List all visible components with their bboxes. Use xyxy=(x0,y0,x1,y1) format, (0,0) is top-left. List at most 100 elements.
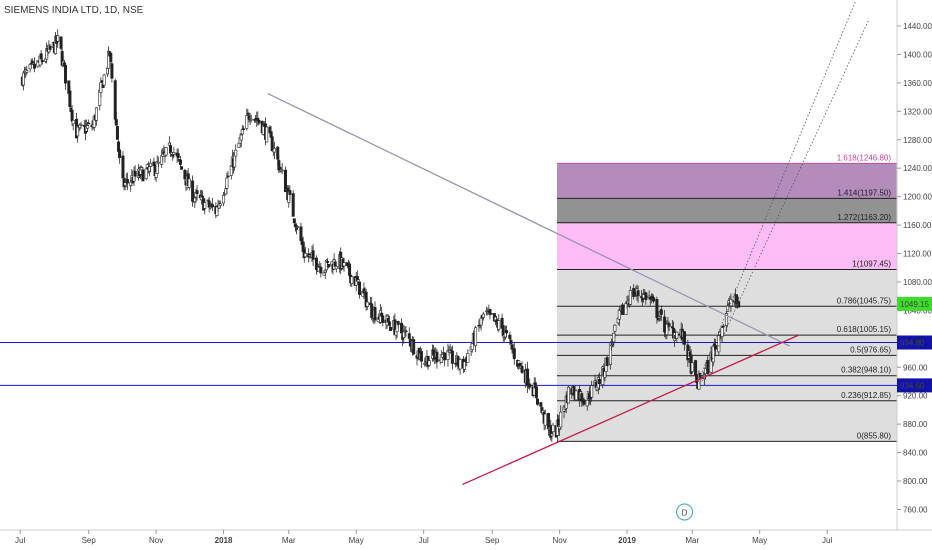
candle-body xyxy=(720,327,724,338)
candle-body xyxy=(396,321,400,325)
y-tick-label: 840.00 xyxy=(903,449,928,458)
fib-zone xyxy=(557,198,897,223)
candle-body xyxy=(68,90,72,108)
candle-body xyxy=(311,250,315,260)
x-tick-label: Nov xyxy=(552,536,566,545)
y-tick-label: 1200.00 xyxy=(903,193,932,202)
candle-body xyxy=(559,411,563,428)
candle-body xyxy=(550,433,554,437)
fib-zone xyxy=(557,335,897,356)
candle-body xyxy=(497,320,501,330)
candle-body xyxy=(86,125,90,129)
y-tick-label: 760.00 xyxy=(903,505,928,514)
fib-level-label: 0.786(1045.75) xyxy=(837,296,892,305)
candle-body xyxy=(726,305,730,312)
candle-body xyxy=(709,352,713,373)
fib-level-label: 0.236(912.85) xyxy=(841,391,891,400)
candle-body xyxy=(109,53,113,62)
candle-body xyxy=(655,299,659,318)
candle-body xyxy=(208,206,212,209)
x-tick-label: Jul xyxy=(419,536,429,545)
candle-body xyxy=(400,322,404,334)
x-tick-label: 2018 xyxy=(215,536,233,545)
candle-body xyxy=(508,334,512,340)
y-tick-label: 1040.00 xyxy=(903,306,932,315)
candle-body xyxy=(183,169,187,180)
dividend-marker-icon[interactable] xyxy=(676,503,694,521)
x-tick-label: Jul xyxy=(822,536,832,545)
candle-body xyxy=(667,323,671,327)
candle-body xyxy=(288,190,292,195)
candle-body xyxy=(388,326,392,331)
x-tick-label: Mar xyxy=(282,536,296,545)
x-tick-label: 2019 xyxy=(618,536,636,545)
candle-body xyxy=(180,166,184,170)
candle-body xyxy=(314,257,318,270)
uptrend-trendline[interactable] xyxy=(462,334,799,486)
candle-body xyxy=(407,333,411,339)
candle-body xyxy=(144,168,148,180)
fib-level-label: 0.618(1005.15) xyxy=(837,325,892,334)
y-tick-label: 960.00 xyxy=(903,363,928,372)
candle-body xyxy=(419,351,423,362)
candle-body xyxy=(412,339,416,355)
candle-body xyxy=(319,266,323,274)
candle-body xyxy=(102,74,106,86)
candle-body xyxy=(33,63,37,69)
candle-body xyxy=(56,35,60,42)
candle-body xyxy=(149,162,153,167)
candle-body xyxy=(551,424,555,433)
fib-zone xyxy=(557,400,897,442)
y-tick-label: 1240.00 xyxy=(903,164,932,173)
fib-zone xyxy=(557,355,897,376)
fib-zone xyxy=(557,269,897,307)
candle-body xyxy=(683,331,687,345)
candle-body xyxy=(63,64,67,84)
candle-body xyxy=(729,298,733,307)
candle-body xyxy=(257,119,261,124)
candle-body xyxy=(543,413,547,426)
candle-body xyxy=(613,324,617,332)
x-tick-label: May xyxy=(752,536,767,545)
y-tick-label: 1120.00 xyxy=(903,250,932,259)
candle-body xyxy=(121,155,125,179)
fib-zone xyxy=(557,163,897,199)
chart-title: SIEMENS INDIA LTD, 1D, NSE xyxy=(4,5,144,16)
candle-body xyxy=(118,149,122,159)
candle-body xyxy=(585,400,589,407)
candle-body xyxy=(327,263,331,268)
candle-body xyxy=(350,276,354,284)
channel-line[interactable] xyxy=(701,18,870,382)
candle-body xyxy=(25,70,29,73)
candle-body xyxy=(133,171,137,177)
candle-body xyxy=(373,307,377,321)
candle-body xyxy=(427,360,431,366)
candle-body xyxy=(690,362,694,372)
downtrend-trendline[interactable] xyxy=(267,92,790,347)
candle-body xyxy=(245,115,249,129)
candle-body xyxy=(721,325,725,328)
candle-body xyxy=(195,190,199,195)
price-flag-label: 934.50 xyxy=(900,381,925,390)
fib-level-label: 0(855.80) xyxy=(857,431,892,440)
candle-body xyxy=(628,290,632,305)
candle-body xyxy=(187,178,191,188)
candle-body xyxy=(156,161,160,164)
candle-body xyxy=(512,348,516,360)
fib-level-label: 1.272(1163.20) xyxy=(837,213,891,222)
candle-body xyxy=(276,146,280,160)
candle-body xyxy=(574,390,578,401)
candle-body xyxy=(621,304,625,315)
fib-level-label: 1.618(1246.80) xyxy=(837,153,892,162)
candle-body xyxy=(706,360,710,374)
candle-body xyxy=(713,345,717,350)
candle-body xyxy=(644,292,648,300)
y-tick-label: 1400.00 xyxy=(903,50,932,59)
candle-body xyxy=(450,350,454,364)
price-flag-label: 994.80 xyxy=(900,339,925,348)
fib-zone xyxy=(557,222,897,270)
candle-body xyxy=(172,152,176,155)
candle-body xyxy=(178,159,182,165)
candle-body xyxy=(191,180,195,202)
